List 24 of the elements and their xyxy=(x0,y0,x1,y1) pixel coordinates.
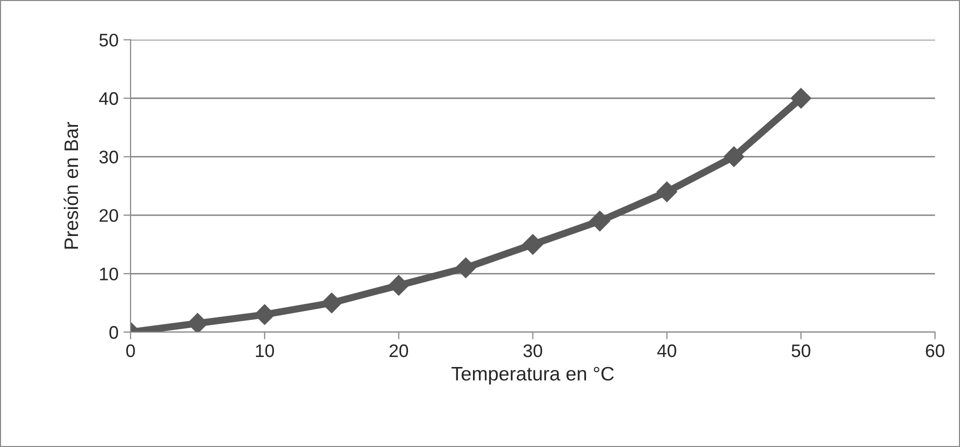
y-tick-label: 0 xyxy=(109,326,118,339)
y-tick-label: 10 xyxy=(100,268,118,280)
x-axis-title: Temperatura en °C xyxy=(452,366,614,384)
y-tick-label: 20 xyxy=(100,209,118,222)
y-tick-label: 30 xyxy=(99,150,118,164)
point xyxy=(321,292,342,314)
point xyxy=(790,88,812,109)
y-axis-title: Presión en Bar xyxy=(64,122,78,249)
x-tick-label: 0 xyxy=(126,344,135,358)
point xyxy=(656,181,678,202)
x-tick-label: 40 xyxy=(657,344,676,358)
x-tick-label: 60 xyxy=(926,344,944,358)
x-tick-label: 30 xyxy=(523,344,542,358)
x-tick-label: 10 xyxy=(256,344,274,358)
point xyxy=(388,275,410,296)
y-tick-label: 40 xyxy=(99,92,118,105)
point xyxy=(724,146,744,168)
point xyxy=(254,304,275,325)
point xyxy=(455,257,476,278)
y-tick-label: 50 xyxy=(99,34,118,47)
x-tick-label: 50 xyxy=(792,344,810,358)
point xyxy=(522,234,544,255)
x-tick-label: 20 xyxy=(390,344,408,358)
point xyxy=(590,210,610,232)
